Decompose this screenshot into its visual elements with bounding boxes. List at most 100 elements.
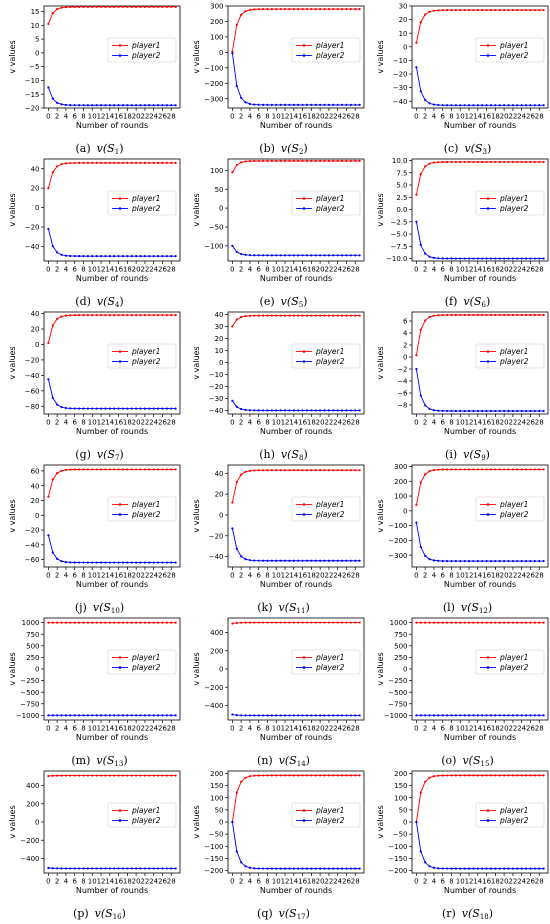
data-point-player1 bbox=[275, 469, 278, 472]
data-point-player1 bbox=[51, 774, 54, 777]
data-point-player1 bbox=[108, 161, 111, 164]
x-tick-label: 22 bbox=[508, 572, 517, 580]
x-tick-label: 6 bbox=[256, 266, 261, 274]
data-point-player1 bbox=[69, 5, 72, 9]
x-tick-label: 10 bbox=[272, 266, 281, 274]
data-point-player1 bbox=[485, 774, 488, 777]
data-point-player2 bbox=[542, 714, 545, 717]
legend-marker-player2 bbox=[118, 207, 122, 210]
data-point-player1 bbox=[99, 5, 103, 8]
x-tick-label: 22 bbox=[324, 266, 333, 274]
y-tick-label: −20 bbox=[209, 383, 224, 391]
legend-label: player1 bbox=[131, 347, 160, 356]
x-axis-label: Number of rounds bbox=[444, 580, 516, 589]
x-tick-label: 28 bbox=[351, 572, 360, 580]
data-point-player2 bbox=[507, 104, 510, 107]
x-tick-label: 20 bbox=[316, 572, 325, 580]
legend-marker-player1 bbox=[486, 350, 490, 353]
y-tick-label: 100 bbox=[210, 167, 223, 175]
data-point-player1 bbox=[130, 774, 133, 777]
data-point-player2 bbox=[494, 714, 497, 717]
data-point-player2 bbox=[432, 409, 436, 412]
x-tick-label: 10 bbox=[456, 419, 465, 427]
series-line-player2 bbox=[47, 379, 176, 410]
plot-frame bbox=[227, 311, 365, 415]
data-point-player2 bbox=[472, 257, 475, 260]
data-point-player2 bbox=[82, 561, 85, 564]
data-point-player1 bbox=[139, 774, 142, 777]
data-point-player2 bbox=[152, 561, 155, 564]
x-tick-label: 2 bbox=[55, 113, 59, 121]
subfigure-caption: (h) v(S8) bbox=[192, 448, 375, 462]
data-point-player2 bbox=[336, 254, 339, 257]
data-point-player1 bbox=[130, 313, 133, 317]
data-point-player1 bbox=[481, 160, 484, 164]
x-tick-label: 18 bbox=[307, 725, 316, 733]
data-point-player2 bbox=[240, 714, 243, 717]
data-point-player2 bbox=[441, 409, 444, 412]
data-point-player2 bbox=[156, 255, 160, 258]
data-point-player2 bbox=[459, 409, 462, 413]
data-point-player2 bbox=[165, 255, 168, 258]
data-point-player1 bbox=[323, 159, 326, 162]
data-point-player2 bbox=[73, 714, 76, 717]
caption-letter: (l) bbox=[442, 601, 455, 614]
data-point-player2 bbox=[327, 867, 331, 870]
data-point-player1 bbox=[130, 468, 133, 471]
y-tick-label: −100 bbox=[388, 843, 407, 851]
caption-function: v(S bbox=[96, 448, 115, 461]
data-point-player1 bbox=[275, 159, 278, 162]
data-point-player1 bbox=[240, 780, 243, 783]
data-point-player1 bbox=[47, 621, 50, 624]
data-point-player1 bbox=[467, 621, 471, 624]
data-point-player1 bbox=[323, 621, 326, 624]
data-point-player2 bbox=[542, 257, 545, 260]
x-tick-label: 24 bbox=[517, 572, 526, 580]
legend-label: player2 bbox=[499, 204, 529, 213]
data-point-player1 bbox=[472, 468, 475, 471]
x-tick-label: 12 bbox=[281, 572, 290, 580]
data-point-player1 bbox=[319, 314, 322, 317]
data-point-player1 bbox=[135, 774, 138, 777]
y-axis-label: v values bbox=[192, 40, 201, 73]
data-point-player1 bbox=[117, 313, 120, 317]
data-point-player1 bbox=[489, 468, 493, 471]
x-tick-label: 22 bbox=[508, 113, 517, 121]
x-tick-label: 0 bbox=[230, 725, 234, 733]
x-tick-label: 10 bbox=[88, 113, 97, 121]
x-tick-label: 28 bbox=[351, 113, 360, 121]
data-point-player1 bbox=[240, 621, 243, 624]
data-point-player1 bbox=[498, 468, 501, 471]
data-point-player2 bbox=[126, 714, 129, 717]
data-point-player2 bbox=[489, 867, 493, 870]
data-point-player1 bbox=[56, 8, 59, 11]
data-point-player2 bbox=[77, 561, 81, 564]
data-point-player2 bbox=[305, 867, 309, 870]
data-point-player2 bbox=[472, 409, 475, 413]
x-tick-label: 10 bbox=[272, 572, 281, 580]
data-point-player1 bbox=[463, 774, 466, 777]
data-point-player1 bbox=[77, 774, 81, 777]
data-point-player1 bbox=[108, 313, 111, 317]
data-point-player2 bbox=[91, 407, 94, 410]
data-point-player2 bbox=[538, 104, 541, 107]
x-tick-label: 28 bbox=[351, 419, 360, 427]
data-point-player1 bbox=[126, 5, 129, 8]
plot-frame bbox=[43, 311, 181, 415]
y-tick-label: −20 bbox=[25, 105, 40, 113]
y-tick-label: −50 bbox=[209, 831, 224, 839]
data-point-player2 bbox=[152, 255, 155, 258]
data-point-player1 bbox=[445, 313, 449, 317]
data-point-player2 bbox=[511, 559, 515, 563]
data-point-player2 bbox=[529, 409, 532, 413]
data-point-player1 bbox=[51, 171, 54, 174]
legend-marker-player2 bbox=[302, 513, 306, 516]
data-point-player2 bbox=[253, 867, 256, 870]
data-point-player1 bbox=[454, 621, 457, 624]
data-point-player2 bbox=[235, 714, 238, 717]
data-point-player2 bbox=[253, 714, 256, 717]
data-point-player2 bbox=[494, 257, 497, 260]
